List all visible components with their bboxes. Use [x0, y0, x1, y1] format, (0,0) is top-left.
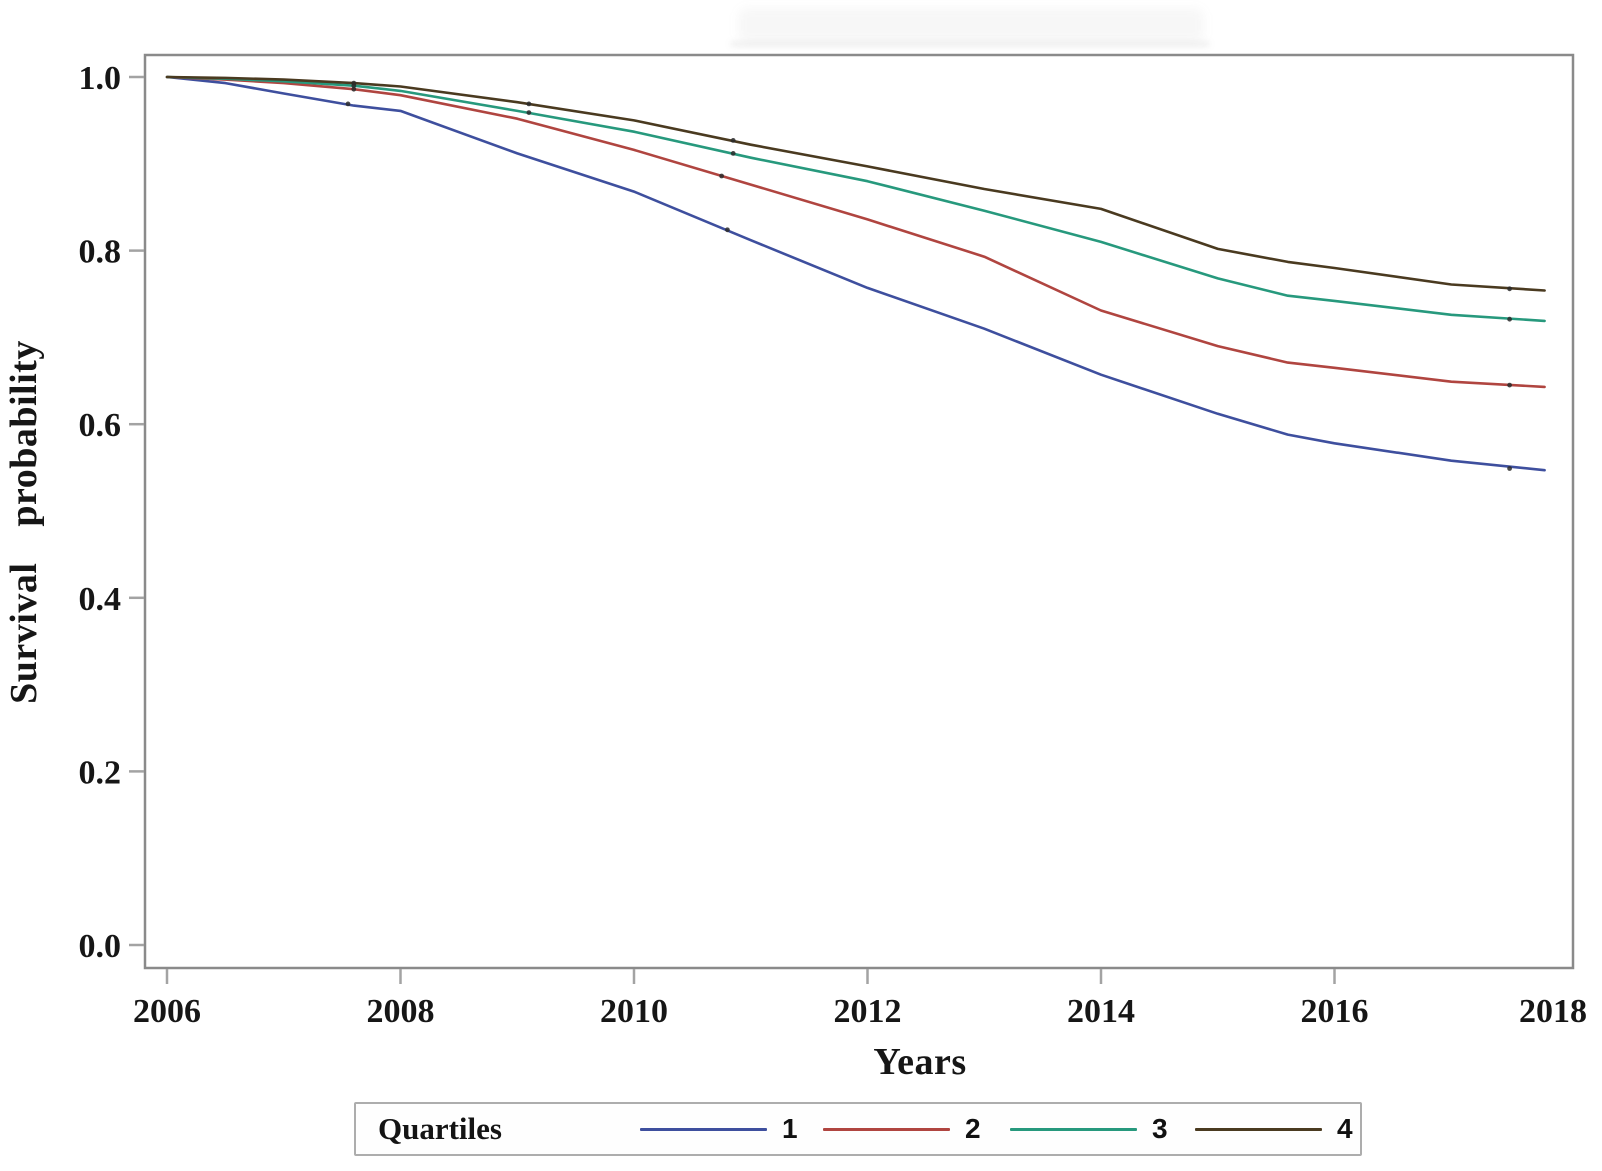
y-tick-label: 0.4	[79, 581, 122, 618]
legend-item-label: 2	[965, 1113, 981, 1144]
x-tick-label: 2006	[133, 993, 201, 1030]
x-tick-label: 2008	[367, 993, 435, 1030]
erased-title-smudge	[738, 8, 1204, 42]
survival-curve-q1	[165, 75, 1546, 472]
legend-line-q2-icon	[823, 1127, 950, 1131]
censor-mark-q4	[1507, 286, 1512, 292]
erased-title-underline-smudge	[730, 41, 1210, 47]
survival-curve-q3	[165, 75, 1546, 323]
censor-mark-q2	[1507, 382, 1512, 388]
censor-mark-q4	[351, 80, 357, 86]
y-tick-label: 1.0	[79, 60, 122, 97]
legend-line-q1-icon	[640, 1127, 767, 1131]
censor-mark-q3	[730, 151, 736, 156]
y-tick-label: 0.0	[79, 928, 122, 965]
censor-mark-q3	[526, 110, 532, 115]
legend-item-quartile-1: 1	[640, 1104, 798, 1154]
legend-item-quartile-3: 3	[1010, 1104, 1168, 1154]
survival-curve-q2	[165, 75, 1546, 389]
legend-line-q3-icon	[1010, 1127, 1137, 1131]
censor-mark-q2	[719, 173, 724, 179]
survival-curve-q4	[165, 75, 1546, 292]
x-tick-label: 2010	[600, 993, 668, 1030]
x-tick-label: 2018	[1519, 993, 1587, 1030]
x-axis-title: Years	[873, 1041, 967, 1083]
censor-mark-q1	[1507, 466, 1512, 471]
y-tick-label: 0.6	[79, 407, 122, 444]
legend-item-quartile-2: 2	[823, 1104, 981, 1154]
censor-mark-q1	[345, 101, 351, 107]
legend-title: Quartiles	[378, 1111, 502, 1146]
legend-item-label: 3	[1152, 1113, 1168, 1144]
y-tick-label: 0.2	[79, 754, 122, 791]
y-axis-title: Survival probability	[3, 340, 45, 704]
legend-line-q4-icon	[1195, 1127, 1322, 1131]
legend: Quartiles 1 2 3 4	[354, 1102, 1362, 1156]
x-tick-label: 2012	[834, 993, 902, 1030]
censor-mark-q2	[351, 86, 357, 92]
y-tick-label: 0.8	[79, 234, 122, 271]
censor-mark-q4	[526, 101, 532, 107]
legend-item-label: 4	[1337, 1113, 1353, 1144]
x-tick-label: 2016	[1301, 993, 1369, 1030]
censor-mark-q4	[730, 138, 736, 143]
plot-frame	[143, 53, 1575, 970]
censor-mark-q3	[1507, 316, 1512, 322]
censor-mark-q1	[725, 227, 730, 233]
legend-item-quartile-4: 4	[1195, 1104, 1353, 1154]
legend-item-label: 1	[782, 1113, 798, 1144]
x-tick-label: 2014	[1067, 993, 1135, 1030]
